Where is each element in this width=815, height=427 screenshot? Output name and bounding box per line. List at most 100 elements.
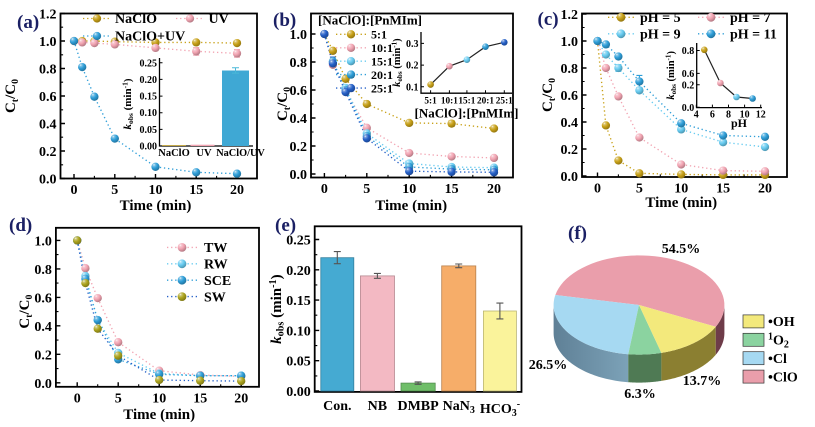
svg-text:1.2: 1.2 xyxy=(39,8,57,23)
svg-text:0.8: 0.8 xyxy=(39,63,57,78)
svg-text:(e): (e) xyxy=(275,215,296,236)
svg-text:10:1: 10:1 xyxy=(371,41,393,55)
svg-text:0.6: 0.6 xyxy=(290,84,308,99)
svg-text:0.4: 0.4 xyxy=(39,118,57,133)
svg-text:pH = 9: pH = 9 xyxy=(640,28,681,43)
svg-text:0.6: 0.6 xyxy=(39,90,57,105)
svg-text:Time (min): Time (min) xyxy=(645,195,717,211)
svg-text:0.00: 0.00 xyxy=(140,142,158,153)
svg-text:0.2: 0.2 xyxy=(34,348,52,363)
svg-text:0.4: 0.4 xyxy=(561,116,579,131)
svg-text:UV: UV xyxy=(196,148,212,159)
svg-text:[NaClO]:[PnMIm]: [NaClO]:[PnMIm] xyxy=(415,106,519,121)
svg-text:10: 10 xyxy=(152,391,166,406)
svg-text:0.2: 0.2 xyxy=(290,140,308,155)
svg-text:10: 10 xyxy=(402,182,416,197)
svg-text:NaClO+UV: NaClO+UV xyxy=(115,30,185,45)
svg-text:0.10: 0.10 xyxy=(286,324,311,339)
svg-text:Ct/C0: Ct/C0 xyxy=(540,78,558,112)
svg-text:NB: NB xyxy=(368,399,387,414)
svg-text:Con.: Con. xyxy=(323,399,351,414)
svg-text:(d): (d) xyxy=(9,215,32,236)
svg-text:Time (min): Time (min) xyxy=(120,198,192,214)
svg-text:kobs (min-1): kobs (min-1) xyxy=(391,38,404,87)
svg-text:0.4: 0.4 xyxy=(290,112,308,127)
svg-text:0.20: 0.20 xyxy=(140,75,158,86)
svg-text:0.0: 0.0 xyxy=(561,170,579,185)
svg-text:0.8: 0.8 xyxy=(682,46,695,57)
svg-text:15:1: 15:1 xyxy=(458,97,475,107)
svg-text:25:1: 25:1 xyxy=(371,81,393,95)
svg-text:1.0: 1.0 xyxy=(39,35,57,50)
svg-text:(c): (c) xyxy=(538,9,559,30)
svg-text:0.6: 0.6 xyxy=(34,291,52,306)
svg-text:0.05: 0.05 xyxy=(286,355,311,370)
svg-text:5: 5 xyxy=(636,182,643,197)
svg-text:kobs (min-1): kobs (min-1) xyxy=(121,78,136,129)
svg-text:NaClO: NaClO xyxy=(158,148,190,159)
svg-text:0.0: 0.0 xyxy=(39,173,57,188)
svg-text:6: 6 xyxy=(710,110,715,121)
svg-text:8: 8 xyxy=(726,110,731,121)
svg-text:1.0: 1.0 xyxy=(290,28,308,43)
svg-text:[NaClO]:[PnMIm]: [NaClO]:[PnMIm] xyxy=(318,13,422,28)
svg-text:0.05: 0.05 xyxy=(140,125,158,136)
svg-text:TW: TW xyxy=(204,241,227,256)
svg-text:SCE: SCE xyxy=(204,274,231,289)
svg-text:12: 12 xyxy=(756,110,766,121)
svg-text:15: 15 xyxy=(189,183,203,198)
svg-text:20: 20 xyxy=(487,182,501,197)
svg-text:0: 0 xyxy=(71,183,78,198)
svg-text:0: 0 xyxy=(74,391,81,406)
svg-text:kobs (min-1): kobs (min-1) xyxy=(268,274,287,343)
svg-text:20: 20 xyxy=(758,182,772,197)
svg-text:SW: SW xyxy=(204,290,226,305)
svg-text:15: 15 xyxy=(445,182,459,197)
svg-text:5: 5 xyxy=(363,182,370,197)
svg-text:0.20: 0.20 xyxy=(286,264,311,279)
svg-text:1.0: 1.0 xyxy=(34,234,52,249)
svg-text:•OH: •OH xyxy=(768,315,795,330)
svg-text:(b): (b) xyxy=(273,10,296,31)
svg-text:Ct/C0: Ct/C0 xyxy=(275,87,293,121)
svg-text:25:1: 25:1 xyxy=(496,97,513,107)
svg-text:0.00: 0.00 xyxy=(286,385,311,400)
svg-text:0.3: 0.3 xyxy=(406,39,419,50)
svg-text:20:1: 20:1 xyxy=(371,68,393,82)
svg-text:•ClO: •ClO xyxy=(768,370,798,385)
svg-text:0.4: 0.4 xyxy=(34,320,52,335)
svg-text:0.2: 0.2 xyxy=(561,143,579,158)
svg-text:0.0: 0.0 xyxy=(34,377,52,392)
svg-text:10:1: 10:1 xyxy=(441,97,458,107)
svg-text:15: 15 xyxy=(716,182,730,197)
svg-text:RW: RW xyxy=(204,258,228,273)
svg-text:pH = 11: pH = 11 xyxy=(730,28,777,43)
svg-text:NaClO/UV: NaClO/UV xyxy=(216,148,265,159)
svg-text:15: 15 xyxy=(193,391,207,406)
svg-text:0.15: 0.15 xyxy=(286,294,311,309)
svg-text:20: 20 xyxy=(234,391,248,406)
svg-text:0.2: 0.2 xyxy=(39,145,57,160)
svg-text:6.3%: 6.3% xyxy=(624,387,656,402)
svg-text:5:1: 5:1 xyxy=(424,97,437,107)
svg-text:NaClO: NaClO xyxy=(115,12,157,27)
svg-text:0.1: 0.1 xyxy=(406,82,419,93)
svg-text:26.5%: 26.5% xyxy=(529,358,568,373)
svg-text:pH = 5: pH = 5 xyxy=(640,11,681,26)
svg-text:Time (min): Time (min) xyxy=(375,198,447,214)
svg-text:5: 5 xyxy=(111,183,118,198)
svg-text:HCO3-: HCO3- xyxy=(480,399,520,419)
svg-text:0.0: 0.0 xyxy=(682,103,695,114)
svg-text:0.0: 0.0 xyxy=(290,168,308,183)
svg-text:UV: UV xyxy=(209,12,229,27)
svg-text:NaN3: NaN3 xyxy=(443,399,475,416)
svg-text:(a): (a) xyxy=(17,12,39,33)
svg-text:0.15: 0.15 xyxy=(140,92,158,103)
svg-text:0: 0 xyxy=(321,182,328,197)
svg-text:0.2: 0.2 xyxy=(682,80,695,91)
svg-text:0.6: 0.6 xyxy=(561,89,579,104)
svg-text:Time (min): Time (min) xyxy=(123,407,195,423)
svg-text:20:1: 20:1 xyxy=(477,97,494,107)
svg-text:0.25: 0.25 xyxy=(286,234,311,249)
svg-text:1.0: 1.0 xyxy=(561,35,579,50)
